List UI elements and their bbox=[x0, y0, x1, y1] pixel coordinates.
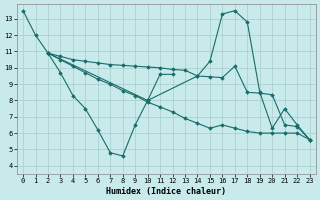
X-axis label: Humidex (Indice chaleur): Humidex (Indice chaleur) bbox=[106, 187, 226, 196]
